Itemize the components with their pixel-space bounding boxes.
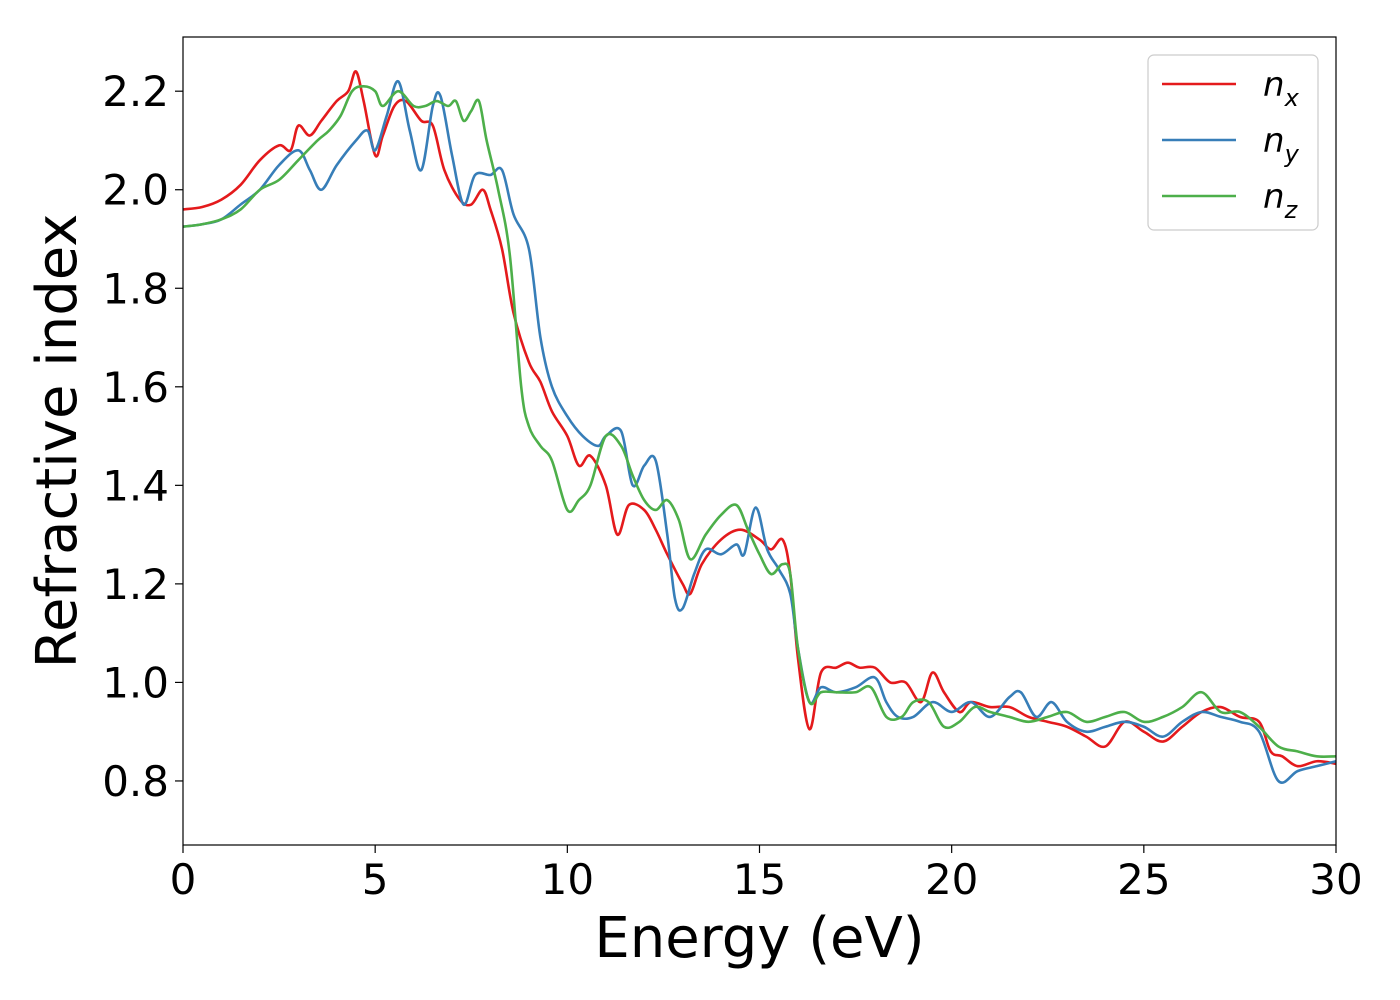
legend-label-base: n bbox=[1263, 177, 1285, 217]
legend-label-nx: nx bbox=[1263, 65, 1300, 112]
legend-label-nz: nz bbox=[1263, 177, 1299, 224]
y-axis-label: Refractive index bbox=[25, 214, 90, 669]
legend-label-subscript: z bbox=[1284, 196, 1299, 224]
legend-label-subscript: x bbox=[1284, 84, 1300, 112]
series-layer bbox=[183, 70, 1336, 784]
x-tick-label: 10 bbox=[541, 855, 594, 904]
y-axis: 0.8 1.0 1.2 1.4 1.6 1.8 2.0 2.2 bbox=[102, 67, 183, 806]
legend-label-base: n bbox=[1263, 65, 1285, 105]
y-tick-label: 1.0 bbox=[102, 658, 169, 707]
legend-label-subscript: y bbox=[1284, 140, 1300, 168]
y-tick-label: 0.8 bbox=[102, 757, 169, 806]
legend-label-base: n bbox=[1263, 121, 1285, 161]
series-line-nz bbox=[183, 84, 1336, 758]
x-tick-label: 5 bbox=[362, 855, 389, 904]
y-tick-label: 1.8 bbox=[102, 264, 169, 313]
legend-box bbox=[1147, 54, 1319, 231]
x-tick-label: 15 bbox=[733, 855, 786, 904]
series-line-ny bbox=[183, 80, 1336, 784]
x-tick-label: 20 bbox=[925, 855, 978, 904]
y-tick-label: 1.2 bbox=[102, 560, 169, 609]
x-axis-label: Energy (eV) bbox=[594, 906, 924, 971]
legend-label-ny: ny bbox=[1263, 121, 1300, 168]
y-tick-label: 1.4 bbox=[102, 461, 169, 510]
x-tick-label: 25 bbox=[1117, 855, 1170, 904]
y-tick-label: 2.2 bbox=[102, 67, 169, 116]
x-tick-label: 30 bbox=[1309, 855, 1362, 904]
y-tick-label: 1.6 bbox=[102, 363, 169, 412]
y-tick-label: 2.0 bbox=[102, 166, 169, 215]
x-axis: 0 5 10 15 20 25 30 bbox=[170, 845, 1363, 904]
x-tick-label: 0 bbox=[170, 855, 197, 904]
